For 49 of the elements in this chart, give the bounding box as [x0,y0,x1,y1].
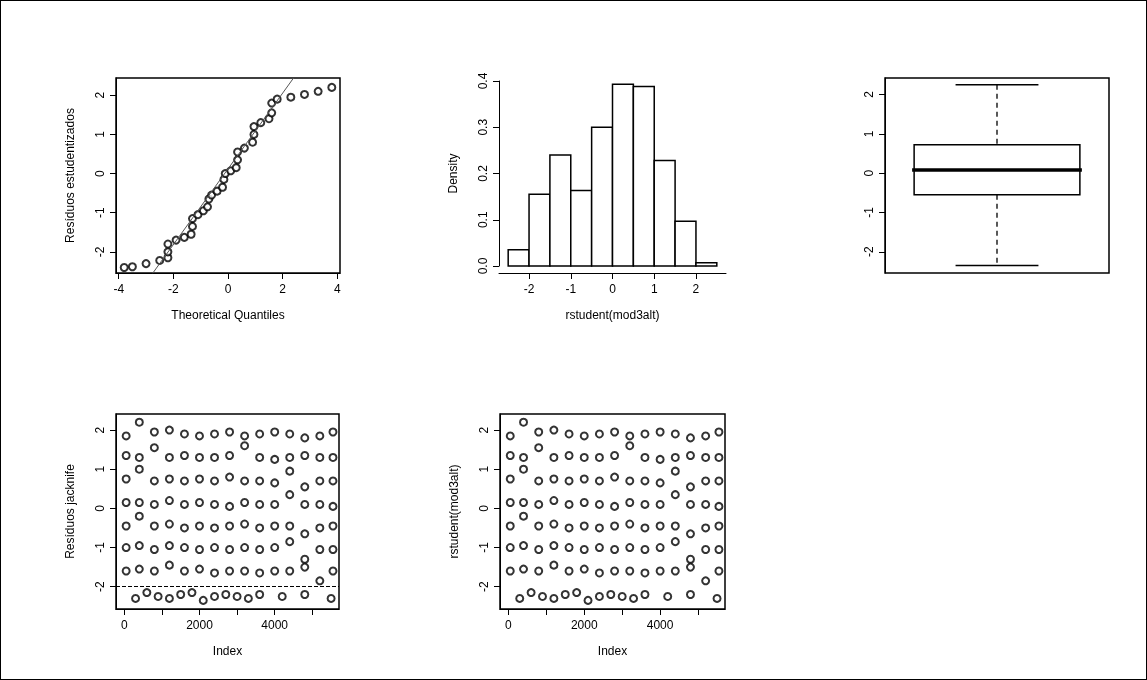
x-tick-label: 2 [279,282,287,296]
x-axis-title: Index [597,644,628,658]
y-tick-label: 0.2 [476,164,490,182]
y-tick-label: 0.1 [476,211,490,229]
y-tick-label: 2 [93,91,107,99]
y-tick-label: -2 [477,581,491,593]
y-axis-title: rstudent(mod3alt) [447,464,461,559]
y-tick-label: 1 [93,465,107,473]
x-tick-label: 4 [333,282,341,296]
y-axis-title: Density [446,153,460,194]
y-tick-label: -1 [477,541,491,553]
x-tick-label: 4000 [646,618,674,632]
y-tick-label: 0.3 [476,118,490,136]
y-tick-label: 0.0 [476,257,490,275]
y-tick-label: 0 [93,169,107,177]
y-axis-title: Resíduos jacknife [63,463,77,559]
y-tick-label: -2 [93,246,107,258]
x-tick-label: 0 [609,282,617,296]
x-axis-title: rstudent(mod3alt) [565,308,660,322]
x-tick-label: 4000 [261,618,289,632]
y-tick-label: 2 [93,426,107,434]
y-tick-label: 1 [477,465,491,473]
y-tick-label: 1 [93,130,107,138]
x-tick-label: 0 [505,618,512,632]
x-tick-label: 1 [650,282,658,296]
y-tick-label: 2 [477,426,491,434]
y-tick-label: 1 [862,130,876,138]
y-tick-label: -1 [93,541,107,553]
y-tick-label: 2 [862,90,876,98]
x-tick-label: -2 [523,282,535,296]
y-tick-label: -2 [93,581,107,593]
x-tick-label: -2 [168,282,180,296]
x-axis-title: Index [212,644,243,658]
y-axis-title: Resíduos estudentizados [63,108,77,243]
x-tick-label: 0 [120,618,128,632]
x-tick-label: -4 [113,282,125,296]
x-tick-label: 2000 [570,618,598,632]
y-tick-label: -2 [862,246,876,258]
y-tick-label: 0 [477,504,491,512]
y-tick-label: 0 [862,169,876,177]
x-axis-title: Theoretical Quantiles [171,308,285,322]
x-tick-label: 2 [692,282,700,296]
x-tick-label: 0 [224,282,232,296]
y-tick-label: -1 [93,207,107,219]
y-tick-label: -1 [862,206,876,218]
x-tick-label: -1 [565,282,577,296]
y-tick-label: 0.4 [476,72,490,90]
y-tick-label: 0 [93,504,107,512]
x-tick-label: 2000 [186,618,214,632]
